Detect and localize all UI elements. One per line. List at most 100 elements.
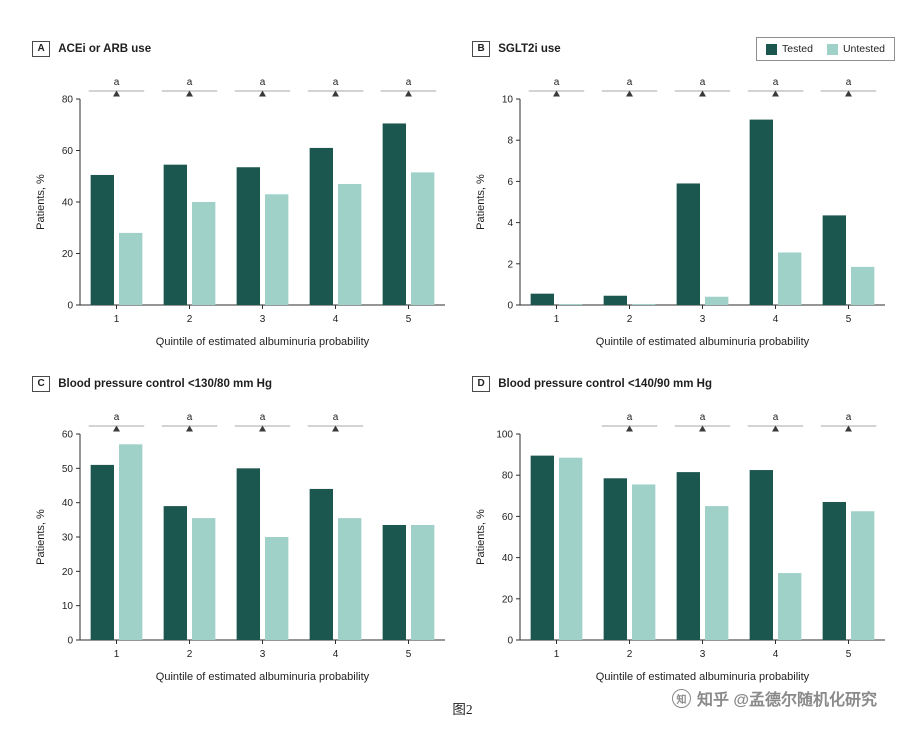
panel-c-title: Blood pressure control <130/80 mm Hg — [58, 377, 273, 390]
svg-text:20: 20 — [62, 567, 74, 578]
svg-text:2: 2 — [187, 314, 193, 325]
legend-untested-label: Untested — [842, 43, 885, 55]
svg-text:5: 5 — [846, 649, 852, 660]
svg-text:a: a — [333, 412, 339, 423]
svg-text:a: a — [554, 77, 560, 88]
panel-d: D Blood pressure control <140/90 mm Hg 0… — [470, 375, 895, 688]
svg-text:1: 1 — [554, 649, 560, 660]
svg-text:a: a — [700, 412, 706, 423]
svg-text:100: 100 — [496, 430, 513, 441]
svg-text:1: 1 — [554, 314, 560, 325]
svg-text:a: a — [627, 77, 633, 88]
untested-swatch-icon — [826, 43, 838, 55]
svg-text:0: 0 — [67, 301, 73, 312]
panels-grid: A ACEi or ARB use 0 20 40 60 80 Patients, % 1 a… — [30, 37, 895, 688]
svg-text:40: 40 — [502, 553, 514, 564]
svg-text:a: a — [114, 412, 120, 423]
zhihu-logo-icon: 知 — [671, 688, 691, 708]
panel-c-header: C Blood pressure control <130/80 mm Hg — [32, 375, 455, 392]
svg-text:Quintile of estimated albuminu: Quintile of estimated albuminuria probab… — [156, 671, 370, 683]
svg-text:4: 4 — [773, 649, 779, 660]
svg-text:Quintile of estimated albuminu: Quintile of estimated albuminuria probab… — [596, 336, 810, 348]
svg-text:1: 1 — [114, 649, 120, 660]
panel-b-title: SGLT2i use — [498, 42, 561, 55]
panel-a-title: ACEi or ARB use — [58, 42, 152, 55]
svg-text:a: a — [333, 77, 339, 88]
svg-text:Quintile of estimated albuminu: Quintile of estimated albuminuria probab… — [596, 671, 810, 683]
svg-text:60: 60 — [502, 512, 514, 523]
svg-text:80: 80 — [502, 471, 514, 482]
svg-text:0: 0 — [507, 301, 513, 312]
legend-item-untested: Untested — [826, 43, 885, 55]
svg-text:40: 40 — [62, 198, 74, 209]
svg-text:4: 4 — [507, 218, 513, 229]
svg-text:2: 2 — [627, 649, 633, 660]
svg-text:3: 3 — [260, 649, 266, 660]
svg-text:3: 3 — [700, 314, 706, 325]
svg-text:a: a — [846, 412, 852, 423]
svg-text:40: 40 — [62, 498, 74, 509]
svg-text:20: 20 — [62, 249, 74, 260]
svg-text:a: a — [187, 412, 193, 423]
panel-a-header: A ACEi or ARB use — [32, 40, 455, 57]
svg-text:2: 2 — [627, 314, 633, 325]
svg-text:1: 1 — [114, 314, 120, 325]
svg-text:Quintile of estimated albuminu: Quintile of estimated albuminuria probab… — [156, 336, 370, 348]
figure-caption: 图2 — [452, 702, 473, 717]
panel-d-header: D Blood pressure control <140/90 mm Hg — [472, 375, 895, 392]
panel-d-title: Blood pressure control <140/90 mm Hg — [498, 377, 713, 390]
svg-text:2: 2 — [187, 649, 193, 660]
svg-text:a: a — [260, 412, 266, 423]
svg-text:a: a — [406, 77, 412, 88]
svg-text:2: 2 — [507, 259, 513, 270]
tested-swatch-icon — [766, 43, 778, 55]
svg-text:a: a — [773, 412, 779, 423]
watermark: 知 知乎 @孟德尔随机化研究 — [671, 686, 877, 710]
svg-text:5: 5 — [406, 314, 412, 325]
svg-text:0: 0 — [507, 636, 513, 647]
svg-text:0: 0 — [67, 636, 73, 647]
svg-text:60: 60 — [62, 430, 74, 441]
panel-b-label: B — [472, 40, 491, 57]
panel-c: C Blood pressure control <130/80 mm Hg 0… — [30, 375, 455, 688]
panel-c-chart: 0 10 20 30 40 50 60 Patients, % 1 a 2 a 3 a 4 a 5 Quintil… — [35, 412, 445, 683]
svg-text:10: 10 — [62, 601, 74, 612]
panel-d-label: D — [472, 375, 491, 392]
svg-text:4: 4 — [333, 314, 339, 325]
svg-text:a: a — [700, 77, 706, 88]
figure-footer: 图2 知 知乎 @孟德尔随机化研究 — [30, 688, 895, 732]
panel-b-chart: 0 2 4 6 8 10 Patients, % 1 a 2 a 3 a 4 a 5 a Quintile of … — [475, 77, 885, 348]
svg-text:4: 4 — [333, 649, 339, 660]
svg-text:10: 10 — [502, 95, 514, 106]
svg-text:a: a — [773, 77, 779, 88]
svg-text:6: 6 — [507, 177, 513, 188]
svg-text:a: a — [627, 412, 633, 423]
panel-c-label: C — [32, 375, 51, 392]
svg-text:Patients, %: Patients, % — [475, 509, 487, 565]
panel-d-chart: 0 20 40 60 80 100 Patients, % 1 2 a 3 a 4 a 5 a Quintile… — [475, 412, 885, 683]
svg-text:a: a — [260, 77, 266, 88]
panel-a-label: A — [32, 40, 51, 57]
panel-a-chart: 0 20 40 60 80 Patients, % 1 a 2 a 3 a 4 a 5 a Quintile o… — [35, 77, 445, 348]
svg-text:4: 4 — [773, 314, 779, 325]
svg-text:a: a — [114, 77, 120, 88]
svg-text:20: 20 — [502, 594, 514, 605]
svg-text:3: 3 — [260, 314, 266, 325]
svg-text:5: 5 — [846, 314, 852, 325]
panel-b: Tested Untested B SGLT2i use 0 2 4 6 8 10 Pati… — [470, 37, 895, 353]
svg-text:60: 60 — [62, 146, 74, 157]
svg-text:80: 80 — [62, 95, 74, 106]
svg-text:30: 30 — [62, 533, 74, 544]
svg-text:3: 3 — [700, 649, 706, 660]
legend-item-tested: Tested — [766, 43, 813, 55]
svg-text:a: a — [187, 77, 193, 88]
svg-text:Patients, %: Patients, % — [35, 174, 47, 230]
legend-tested-label: Tested — [782, 43, 813, 55]
legend: Tested Untested — [756, 37, 895, 61]
svg-text:Patients, %: Patients, % — [475, 174, 487, 230]
panel-b-header: B SGLT2i use — [472, 40, 895, 57]
svg-text:5: 5 — [406, 649, 412, 660]
panel-a: A ACEi or ARB use 0 20 40 60 80 Patients, % 1 a… — [30, 40, 455, 353]
svg-text:50: 50 — [62, 464, 74, 475]
